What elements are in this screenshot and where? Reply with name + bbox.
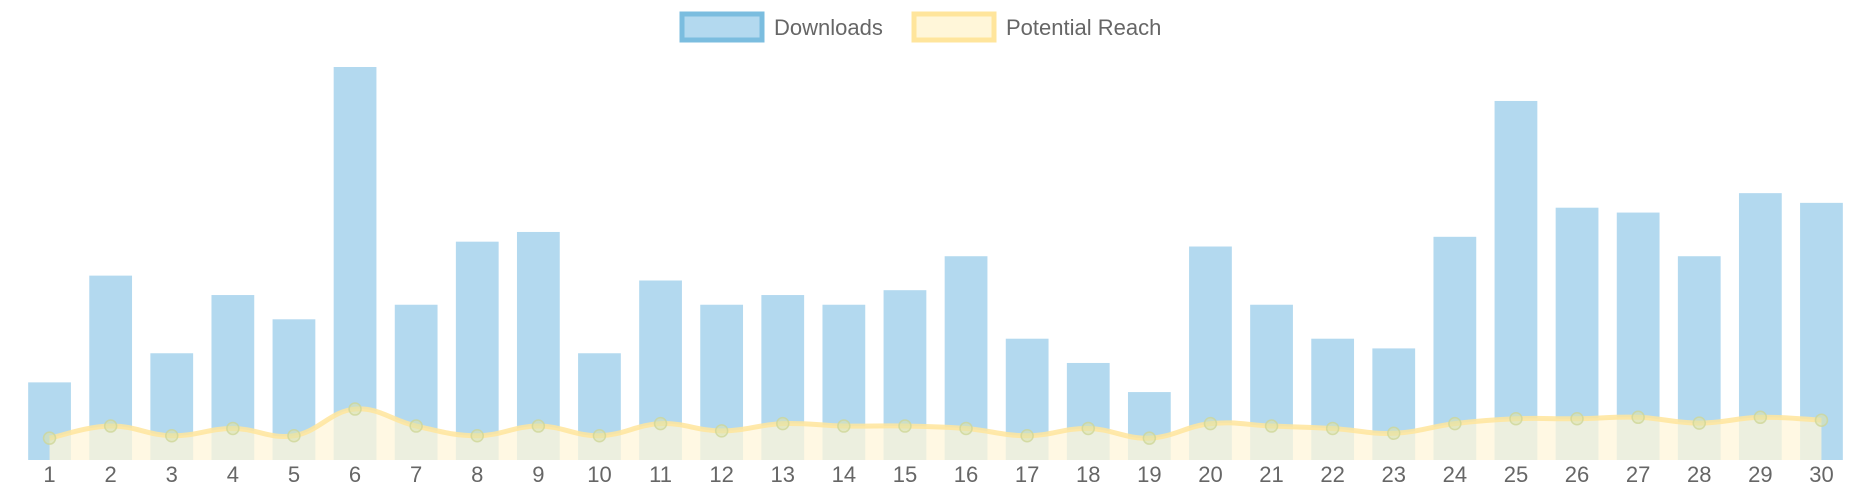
x-tick-label-14: 14	[832, 462, 856, 487]
legend-swatch-downloads[interactable]	[679, 11, 765, 43]
point-potential-reach-29[interactable]	[1753, 410, 1768, 425]
bars	[28, 67, 1843, 461]
x-tick-label-20: 20	[1198, 462, 1222, 487]
point-potential-reach-5[interactable]	[287, 428, 301, 443]
x-tick-label-17: 17	[1015, 462, 1039, 487]
legend-label-downloads[interactable]: Downloads	[774, 15, 883, 40]
x-tick-label-10: 10	[587, 462, 611, 487]
x-tick-label-13: 13	[771, 462, 795, 487]
x-tick-label-2: 2	[105, 462, 117, 487]
x-tick-label-3: 3	[166, 462, 178, 487]
point-potential-reach-25[interactable]	[1509, 412, 1523, 426]
x-tick-label-5: 5	[288, 462, 300, 487]
point-potential-reach-30[interactable]	[1814, 413, 1829, 427]
x-tick-label-25: 25	[1504, 462, 1528, 487]
point-potential-reach-9[interactable]	[531, 419, 546, 433]
x-tick-label-6: 6	[349, 462, 361, 487]
point-potential-reach-7[interactable]	[409, 419, 423, 433]
area-points	[42, 402, 1829, 445]
x-tick-label-1: 1	[43, 462, 55, 487]
bar-downloads-6[interactable]	[333, 67, 377, 460]
bar-downloads-8[interactable]	[455, 241, 499, 460]
point-potential-reach-14[interactable]	[837, 419, 851, 433]
point-potential-reach-23[interactable]	[1387, 426, 1401, 441]
point-potential-reach-22[interactable]	[1325, 421, 1340, 436]
point-potential-reach-18[interactable]	[1081, 421, 1095, 436]
area-series	[49, 406, 1822, 460]
x-tick-label-23: 23	[1382, 462, 1406, 487]
point-potential-reach-15[interactable]	[898, 419, 912, 433]
x-tick-label-9: 9	[532, 462, 544, 487]
point-potential-reach-1[interactable]	[42, 431, 57, 445]
x-tick-label-27: 27	[1626, 462, 1650, 487]
bar-downloads-25[interactable]	[1494, 100, 1538, 461]
legend-swatch-potential-reach[interactable]	[911, 11, 997, 43]
x-tick-label-24: 24	[1443, 462, 1467, 487]
point-potential-reach-26[interactable]	[1570, 412, 1584, 426]
point-potential-reach-13[interactable]	[776, 416, 790, 431]
area-fill-potential-reach	[49, 408, 1822, 460]
x-tick-label-15: 15	[893, 462, 917, 487]
point-potential-reach-27[interactable]	[1631, 410, 1645, 425]
x-tick-label-22: 22	[1320, 462, 1344, 487]
x-tick-label-16: 16	[954, 462, 978, 487]
x-tick-label-21: 21	[1259, 462, 1283, 487]
point-potential-reach-16[interactable]	[959, 421, 973, 436]
point-potential-reach-8[interactable]	[470, 428, 484, 443]
x-tick-label-8: 8	[471, 462, 483, 487]
x-tick-label-12: 12	[709, 462, 733, 487]
x-tick-label-18: 18	[1076, 462, 1100, 487]
point-potential-reach-20[interactable]	[1203, 416, 1218, 431]
point-potential-reach-6[interactable]	[348, 402, 362, 416]
legend: Downloads Potential Reach	[679, 11, 1161, 43]
x-tick-label-30: 30	[1809, 462, 1833, 487]
x-tick-label-4: 4	[227, 462, 239, 487]
point-potential-reach-12[interactable]	[714, 424, 729, 438]
x-tick-label-19: 19	[1137, 462, 1161, 487]
x-tick-label-11: 11	[649, 462, 672, 487]
point-potential-reach-11[interactable]	[653, 416, 668, 431]
point-potential-reach-28[interactable]	[1692, 416, 1706, 430]
x-axis-ticks: 1 2 3 4 5 6 7 8 9 10 11 12 13 14 15 16 17 18 19 20 21 22 23 24 2…	[43, 462, 1833, 487]
point-potential-reach-19[interactable]	[1142, 431, 1157, 445]
point-potential-reach-2[interactable]	[103, 419, 118, 433]
x-tick-label-26: 26	[1565, 462, 1589, 487]
legend-label-potential-reach[interactable]: Potential Reach	[1006, 15, 1161, 40]
x-tick-label-7: 7	[410, 462, 422, 487]
point-potential-reach-17[interactable]	[1020, 428, 1034, 443]
point-potential-reach-10[interactable]	[592, 428, 607, 443]
x-tick-label-29: 29	[1748, 462, 1772, 487]
point-potential-reach-4[interactable]	[226, 421, 240, 436]
point-potential-reach-24[interactable]	[1448, 416, 1462, 431]
point-potential-reach-3[interactable]	[165, 428, 179, 443]
x-tick-label-28: 28	[1687, 462, 1711, 487]
point-potential-reach-21[interactable]	[1264, 419, 1279, 433]
